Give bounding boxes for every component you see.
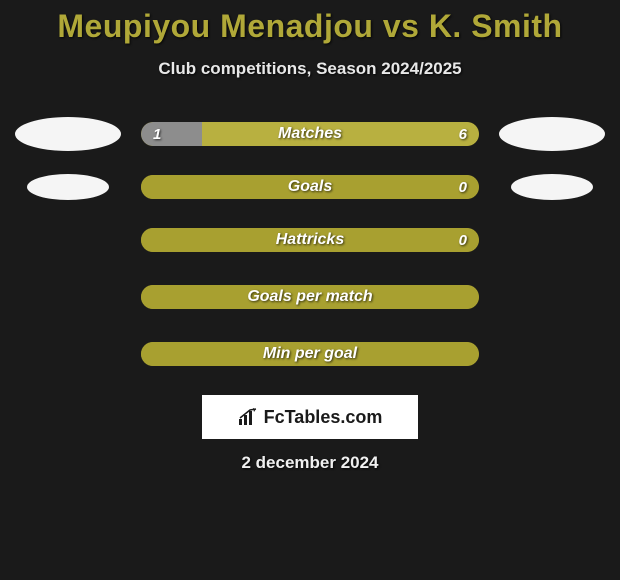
stat-label: Goals (141, 175, 479, 199)
player-right-oval-small (511, 174, 593, 200)
chart-icon (238, 408, 260, 426)
stat-bar-goals-per-match: Goals per match (141, 285, 479, 309)
stat-bar-hattricks: Hattricks 0 (141, 228, 479, 252)
stat-row: Min per goal (0, 337, 620, 371)
logo-box[interactable]: FcTables.com (202, 395, 418, 439)
stat-row: Goals 0 (0, 174, 620, 200)
stat-label: Min per goal (141, 342, 479, 366)
logo-text: FcTables.com (264, 407, 383, 428)
stats-rows: 1 Matches 6 Goals 0 Hattricks 0 (0, 117, 620, 371)
player-right-oval (499, 117, 605, 151)
stat-right-value: 6 (459, 122, 467, 146)
stat-right-value: 0 (459, 175, 467, 199)
stat-bar-min-per-goal: Min per goal (141, 342, 479, 366)
stat-bar-matches: 1 Matches 6 (141, 122, 479, 146)
player-left-oval-small (27, 174, 109, 200)
stat-row: 1 Matches 6 (0, 117, 620, 151)
page-title: Meupiyou Menadjou vs K. Smith (0, 8, 620, 45)
stat-label: Matches (141, 122, 479, 146)
stat-row: Hattricks 0 (0, 223, 620, 257)
stat-label: Hattricks (141, 228, 479, 252)
stat-bar-goals: Goals 0 (141, 175, 479, 199)
date-text: 2 december 2024 (0, 453, 620, 473)
player-left-oval (15, 117, 121, 151)
stat-label: Goals per match (141, 285, 479, 309)
comparison-widget: Meupiyou Menadjou vs K. Smith Club compe… (0, 0, 620, 473)
stat-row: Goals per match (0, 280, 620, 314)
subtitle: Club competitions, Season 2024/2025 (0, 59, 620, 79)
stat-right-value: 0 (459, 228, 467, 252)
